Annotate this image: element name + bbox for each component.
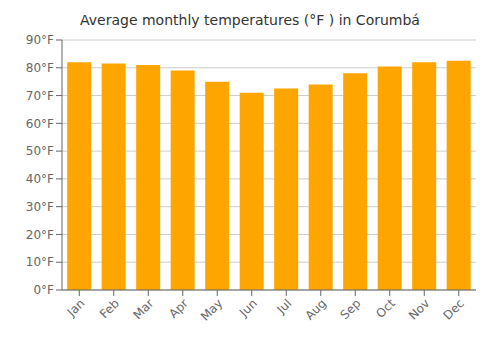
svg-text:Oct: Oct [373,296,398,321]
svg-text:Mar: Mar [130,296,156,322]
svg-text:70°F: 70°F [26,89,54,103]
svg-text:40°F: 40°F [26,172,54,186]
svg-text:50°F: 50°F [26,144,54,158]
svg-text:90°F: 90°F [26,33,54,47]
svg-text:Aug: Aug [302,296,328,322]
svg-text:Jun: Jun [236,296,260,320]
svg-text:60°F: 60°F [26,117,54,131]
svg-text:May: May [198,296,225,323]
svg-text:10°F: 10°F [26,255,54,269]
svg-text:30°F: 30°F [26,200,54,214]
svg-text:Dec: Dec [441,296,467,322]
svg-text:Feb: Feb [97,296,122,321]
svg-text:Jul: Jul [274,296,295,317]
svg-text:Nov: Nov [406,296,432,322]
html-text:Average monthly temperatures (: Average monthly temperatures (°F ) in Co… [80,12,420,28]
svg-text:20°F: 20°F [26,228,54,242]
svg-text:80°F: 80°F [26,61,54,75]
svg-text:Sep: Sep [337,296,363,322]
svg-text:0°F: 0°F [33,283,54,297]
svg-text:Apr: Apr [166,296,191,321]
svg-text:Jan: Jan [64,296,88,320]
